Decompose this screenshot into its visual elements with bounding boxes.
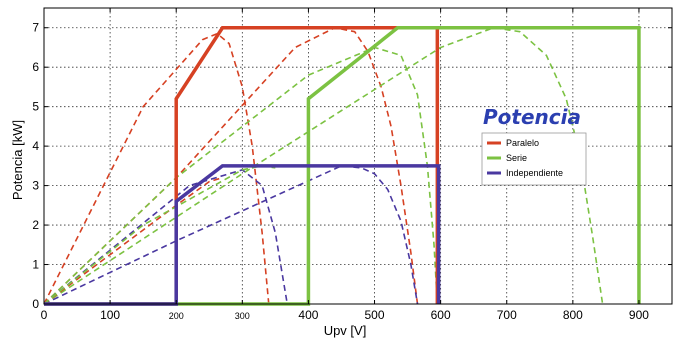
y-axis-label: Potencia [kW] (10, 120, 25, 200)
x-tick-label: 800 (563, 308, 583, 322)
dashed-curve-independiente (43, 165, 419, 305)
y-tick-label: 4 (32, 139, 39, 153)
legend: Paralelo Serie Independiente (481, 132, 587, 186)
y-tick-label: 6 (32, 60, 39, 74)
x-tick-label: 900 (629, 308, 649, 322)
x-axis-label: Upv [V] (324, 323, 367, 338)
dashed-curve-paralelo (43, 32, 270, 305)
x-tick-label: 100 (100, 308, 120, 322)
y-tick-label: 2 (32, 218, 39, 232)
chart-title: Potencia (483, 105, 581, 129)
plot-frame (43, 7, 673, 305)
y-tick-label: 5 (32, 100, 39, 114)
legend-label-paralelo: Paralelo (506, 138, 539, 148)
legend-label-independiente: Independiente (506, 168, 563, 178)
x-tick-label: 0 (41, 308, 48, 322)
x-tick-label: 600 (431, 308, 451, 322)
x-tick-label: 300 (235, 311, 250, 321)
x-tick-label: 500 (365, 308, 385, 322)
y-tick-label: 0 (32, 297, 39, 311)
dashed-curve-paralelo (43, 26, 419, 305)
legend-label-serie: Serie (506, 153, 527, 163)
y-tick-label: 7 (32, 21, 39, 35)
dashed-curve-independiente (43, 169, 289, 305)
y-tick-label: 1 (32, 258, 39, 272)
x-tick-label: 400 (298, 308, 318, 322)
y-tick-label: 3 (32, 179, 39, 193)
dashed-curve-serie (43, 26, 604, 305)
axes (43, 7, 673, 305)
x-tick-label: 200 (169, 311, 184, 321)
tick-labels: 0 100 200 300 400 500 600 700 800 900 0 1 2 3 4 5 6 7 (32, 21, 649, 322)
x-tick-label: 700 (497, 308, 517, 322)
